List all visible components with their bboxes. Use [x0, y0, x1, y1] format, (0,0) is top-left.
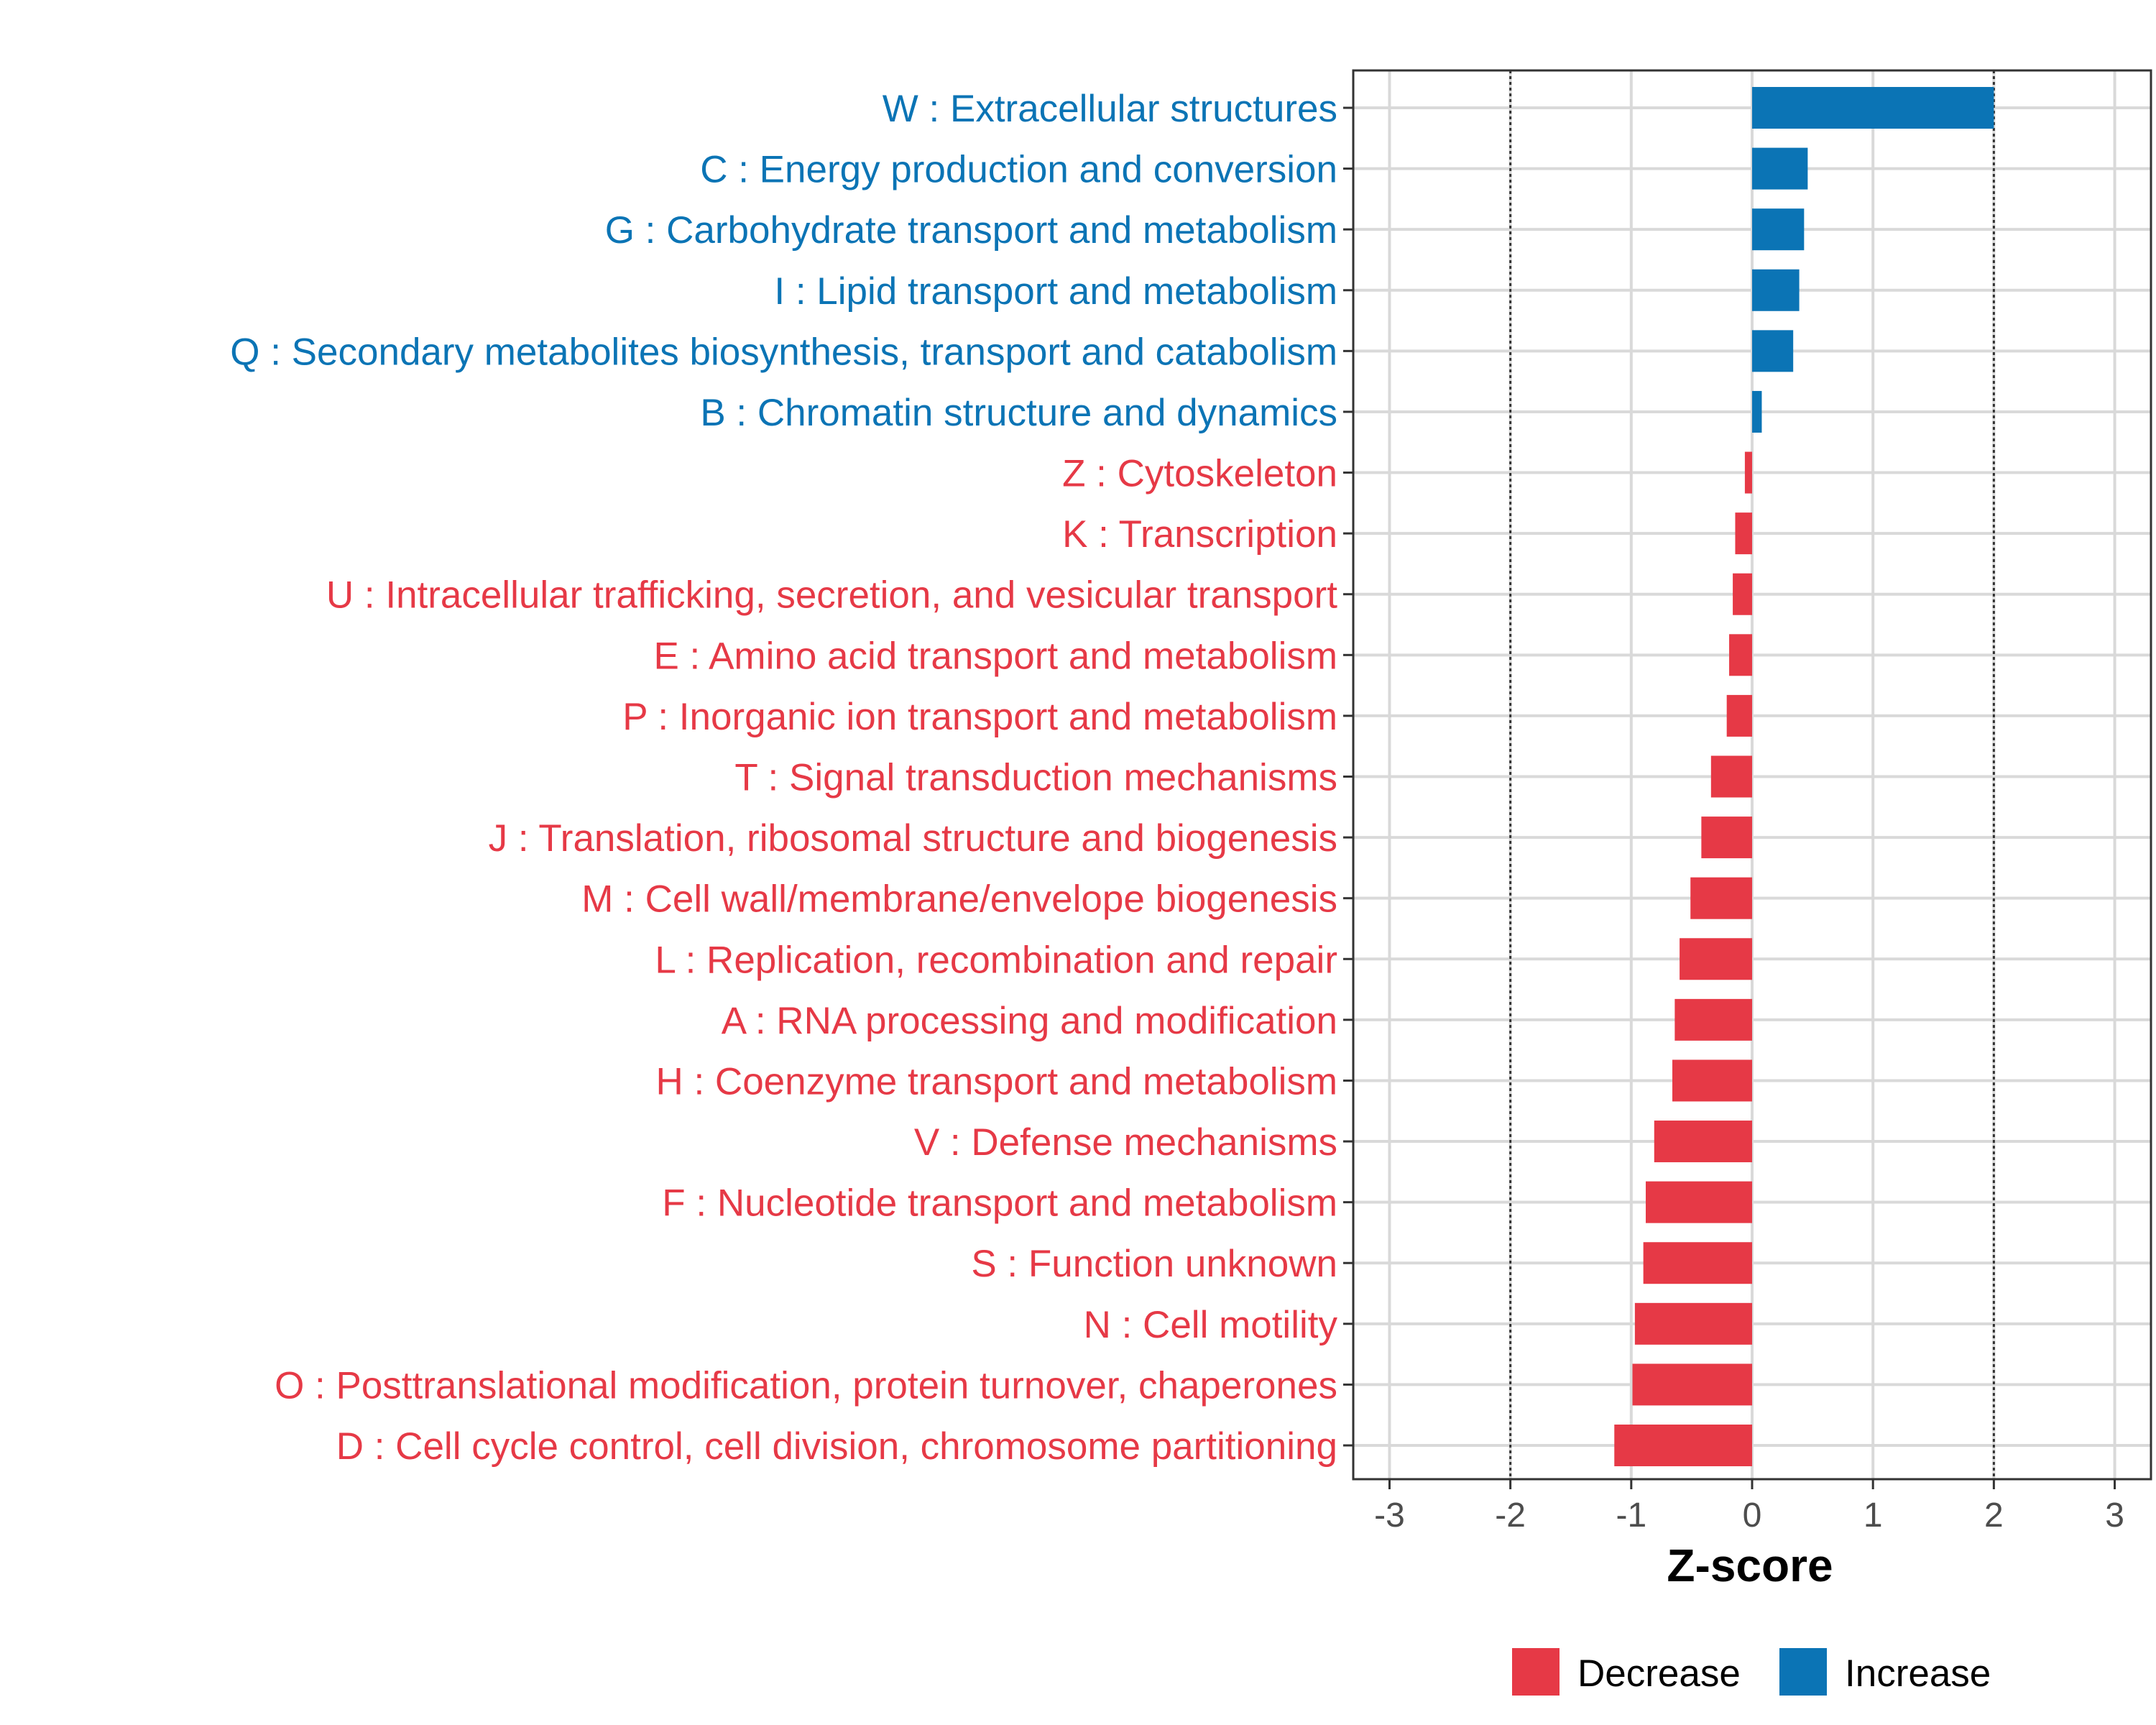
x-tick-label: 0	[1743, 1496, 1762, 1535]
x-tick-label: -2	[1495, 1496, 1526, 1535]
category-label: O : Posttranslational modification, prot…	[275, 1364, 1337, 1407]
bar	[1752, 147, 1808, 190]
category-label: J : Translation, ribosomal structure and…	[489, 817, 1337, 860]
bar	[1634, 1302, 1752, 1345]
x-tick-label: 2	[1984, 1496, 2004, 1535]
category-label: M : Cell wall/membrane/envelope biogenes…	[581, 878, 1337, 921]
category-label: Q : Secondary metabolites biosynthesis, …	[230, 331, 1337, 373]
category-label: H : Coenzyme transport and metabolism	[655, 1060, 1337, 1103]
bar	[1735, 512, 1752, 555]
x-tick-label: -3	[1374, 1496, 1405, 1535]
bar	[1752, 269, 1800, 311]
bar	[1646, 1181, 1752, 1223]
legend-label-decrease: Decrease	[1577, 1652, 1741, 1695]
legend: Decrease Increase	[1512, 1648, 1991, 1696]
y-axis-ticks	[1343, 106, 1353, 1447]
bar	[1654, 1121, 1752, 1163]
bar	[1752, 208, 1805, 251]
category-label: G : Carbohydrate transport and metabolis…	[605, 209, 1337, 252]
bar	[1726, 694, 1752, 737]
category-label: I : Lipid transport and metabolism	[774, 270, 1337, 313]
bar	[1614, 1425, 1752, 1466]
bar	[1729, 634, 1752, 676]
bar	[1672, 1059, 1752, 1102]
legend-label-increase: Increase	[1845, 1652, 1991, 1695]
reference-lines	[1509, 70, 1995, 1479]
category-label: S : Function unknown	[971, 1243, 1337, 1285]
category-label: U : Intracellular trafficking, secretion…	[326, 574, 1337, 617]
category-label: E : Amino acid transport and metabolism	[653, 635, 1337, 677]
x-axis-title: Z-score	[1667, 1540, 1833, 1591]
bar	[1752, 87, 1994, 129]
category-labels: W : Extracellular structures C : Energy p…	[230, 88, 1337, 1468]
category-label: F : Nucleotide transport and metabolism	[662, 1182, 1337, 1225]
legend-swatch-increase	[1779, 1648, 1827, 1696]
x-tick-label: 3	[2105, 1496, 2124, 1535]
bar	[1632, 1363, 1752, 1406]
category-label: T : Signal transduction mechanisms	[734, 757, 1337, 799]
x-tick-label: -1	[1616, 1496, 1646, 1535]
category-label: D : Cell cycle control, cell division, c…	[336, 1425, 1337, 1468]
bar	[1710, 755, 1752, 798]
legend-swatch-decrease	[1512, 1648, 1560, 1696]
category-label: L : Replication, recombination and repai…	[655, 939, 1337, 981]
category-label: W : Extracellular structures	[883, 88, 1337, 130]
bar	[1744, 451, 1752, 494]
category-label: Z : Cytoskeleton	[1062, 453, 1337, 495]
x-tick-labels: -3 -2 -1 0 1 2 3	[1374, 1496, 2124, 1535]
bar	[1701, 816, 1752, 859]
category-label: P : Inorganic ion transport and metaboli…	[622, 696, 1337, 738]
bar	[1752, 330, 1794, 372]
category-label: A : RNA processing and modification	[722, 1000, 1337, 1042]
category-label: C : Energy production and conversion	[700, 149, 1337, 191]
x-axis-ticks	[1388, 1479, 2116, 1489]
bar	[1643, 1242, 1752, 1284]
bar	[1733, 573, 1752, 615]
bar	[1752, 390, 1762, 433]
bar	[1680, 938, 1752, 980]
category-label: V : Defense mechanisms	[914, 1121, 1337, 1164]
category-label: K : Transcription	[1062, 513, 1337, 556]
bars	[1614, 87, 1994, 1466]
bar	[1690, 877, 1752, 919]
category-label: B : Chromatin structure and dynamics	[700, 392, 1337, 434]
category-label: N : Cell motility	[1084, 1304, 1338, 1346]
x-tick-label: 1	[1864, 1496, 1883, 1535]
bar	[1674, 998, 1752, 1041]
